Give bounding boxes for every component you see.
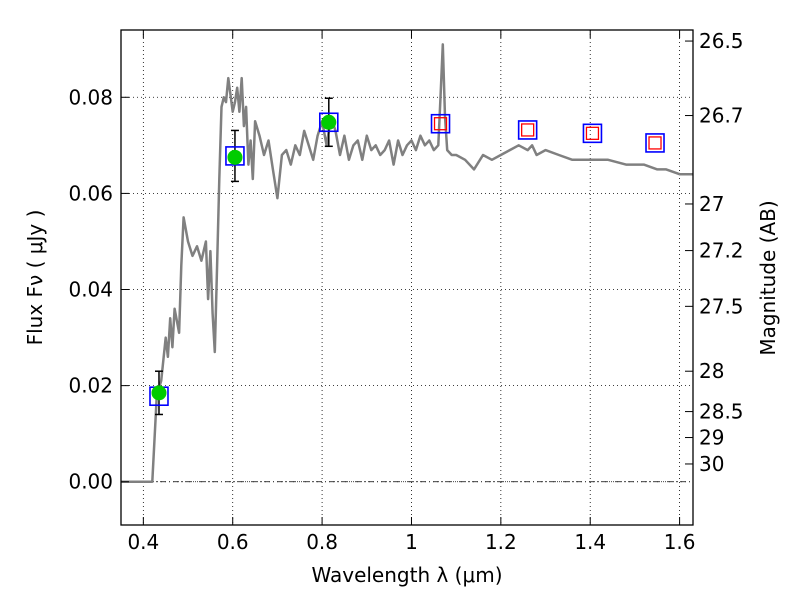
marker-series	[149, 112, 665, 407]
green-circle-marker	[227, 149, 243, 165]
blue-square-marker	[318, 112, 339, 133]
y-tick-label: 0.06	[68, 181, 113, 205]
right-tick-label: 27.2	[699, 239, 744, 263]
y-tick-label: 0.08	[68, 85, 113, 109]
green-circle-marker	[321, 114, 337, 130]
red-square-marker	[433, 117, 448, 131]
plot-frame	[120, 29, 694, 526]
right-tick-label: 26.5	[699, 29, 744, 53]
red-square-marker	[648, 136, 662, 150]
red-square-marker	[521, 123, 535, 137]
blue-square-marker	[225, 146, 245, 166]
x-axis-label: Wavelength λ (μm)	[311, 563, 502, 587]
x-tick-label: 1.2	[485, 530, 517, 554]
y-tick-label: 0.04	[68, 278, 113, 302]
grid	[121, 30, 693, 525]
blue-square-marker	[645, 133, 665, 153]
blue-square-marker	[430, 113, 451, 134]
ticks: 0.4 0.6 0.8 1 1.2 1.4 1.6 0.00 0.02 0.04 0.06 0.08 2…	[68, 29, 743, 554]
blue-square-marker	[582, 123, 603, 144]
y-tick-label: 0.02	[68, 374, 113, 398]
x-tick-label: 0.6	[217, 530, 249, 554]
x-tick-label: 1.6	[664, 530, 696, 554]
right-tick-label: 27	[699, 192, 724, 216]
y-axis-label: Flux Fν ( μJy )	[23, 210, 47, 346]
right-tick-label: 26.7	[699, 104, 744, 128]
x-tick-label: 1	[405, 530, 418, 554]
green-circle-marker	[151, 385, 167, 401]
red-square-marker	[585, 126, 600, 140]
y-tick-label: 0.00	[68, 470, 113, 494]
spectrum-line	[121, 43, 693, 483]
blue-square-marker	[517, 120, 538, 140]
x-tick-label: 1.4	[574, 530, 606, 554]
right-tick-label: 30	[699, 452, 724, 476]
x-tick-label: 0.4	[127, 530, 159, 554]
spectrum-series	[121, 43, 693, 483]
right-axis-label: Magnitude (AB)	[756, 200, 780, 355]
right-tick-label: 27.5	[699, 294, 744, 318]
right-tick-label: 28	[699, 359, 724, 383]
right-tick-label: 29	[699, 426, 724, 450]
right-tick-label: 28.5	[699, 400, 744, 424]
x-tick-label: 0.8	[306, 530, 338, 554]
